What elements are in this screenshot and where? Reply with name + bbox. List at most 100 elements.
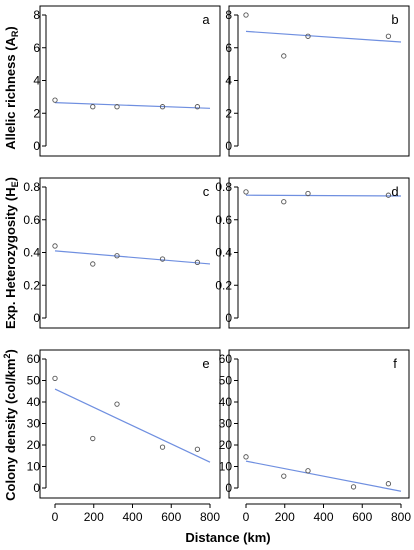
panel-frame — [228, 177, 410, 329]
y-tick-label: 6 — [33, 41, 40, 55]
y-tick-label: 0.2 — [23, 278, 40, 292]
y-tick-label: 0.8 — [215, 180, 232, 194]
y-label-main: Allelic richness (A — [3, 36, 18, 149]
fit-line — [54, 102, 211, 109]
fit-line — [245, 194, 402, 197]
y-tick-label: 4 — [225, 74, 232, 88]
x-axis-label: Distance (km) — [185, 530, 270, 545]
data-point — [52, 97, 58, 103]
y-tick-label: 40 — [219, 395, 233, 409]
data-point — [281, 53, 287, 59]
panel-letter: b — [391, 12, 398, 27]
data-point — [385, 192, 392, 198]
y-tick-label: 4 — [33, 74, 40, 88]
y-tick-label: 6 — [225, 41, 232, 55]
panel-letter: e — [202, 356, 209, 371]
data-point — [52, 243, 58, 249]
y-tick-label: 10 — [27, 460, 41, 474]
y-tick-label: 0 — [33, 311, 40, 325]
y-label-main: Colony density (col/km — [3, 359, 18, 501]
data-point — [114, 401, 120, 407]
y-axis-labels: Allelic richness (AR)Exp. Heterozygosity… — [2, 26, 20, 501]
y-tick-label: 8 — [33, 8, 40, 22]
y-label-main: Exp. Heterozygosity (H — [3, 187, 18, 329]
y-label-tail: ) — [3, 26, 18, 30]
fit-line — [54, 250, 211, 265]
y-tick-label: 20 — [27, 438, 41, 452]
y-tick-label: 20 — [219, 438, 233, 452]
y-tick-label: 60 — [219, 352, 233, 366]
y-tick-label: 30 — [219, 417, 233, 431]
panel-d: 0 0.2 0.4 0.6 0.8 d — [215, 177, 410, 329]
fit-line — [54, 388, 211, 463]
panel-b: 0 2 4 6 8 b — [225, 5, 410, 157]
panel-letter: f — [393, 356, 397, 371]
panel-frame — [39, 349, 221, 499]
y-tick-label: 0.4 — [215, 246, 232, 260]
data-point — [305, 33, 311, 39]
data-point — [52, 375, 58, 381]
data-point — [90, 435, 96, 442]
data-point — [305, 468, 311, 474]
y-tick-label: 2 — [225, 106, 232, 120]
panel-frame — [228, 349, 410, 499]
x-tick-label: 600 — [161, 510, 181, 524]
panel-c: 0 0.2 0.4 0.6 0.8 c — [23, 177, 221, 329]
y-label-subscript: R — [10, 30, 20, 37]
y-tick-label: 0 — [33, 481, 40, 495]
data-point — [281, 199, 287, 205]
data-point — [243, 12, 249, 18]
y-tick-label: 2 — [33, 106, 40, 120]
panels-group: 0 2 4 6 8 a 0 2 4 6 8 b 0 0.2 0.4 0.6 0.8 c 0 0.2 0.4 0.6 0.8 d… — [23, 5, 411, 524]
data-point — [90, 261, 96, 267]
data-point — [385, 481, 392, 487]
y-tick-label: 50 — [219, 374, 233, 388]
y-tick-label: 8 — [225, 8, 232, 22]
y-axis-label: Exp. Heterozygosity (HE) — [3, 177, 20, 329]
y-axis-label: Allelic richness (AR) — [3, 26, 20, 150]
y-tick-label: 10 — [219, 460, 233, 474]
panel-frame — [39, 5, 221, 157]
data-point — [159, 256, 166, 262]
x-tick-label: 400 — [313, 510, 333, 524]
data-point — [194, 104, 201, 110]
y-tick-label: 0.4 — [23, 246, 40, 260]
y-label-tail: ) — [3, 177, 18, 181]
y-tick-label: 0 — [225, 139, 232, 153]
panel-frame — [39, 177, 221, 329]
y-tick-label: 0 — [225, 481, 232, 495]
y-axis-label: Colony density (col/km2) — [2, 349, 18, 501]
y-tick-label: 60 — [27, 352, 41, 366]
data-point — [305, 190, 311, 197]
y-label-subscript: E — [10, 181, 20, 187]
data-point — [90, 104, 96, 110]
data-point — [350, 484, 357, 490]
x-tick-label: 400 — [122, 510, 142, 524]
data-point — [243, 189, 249, 195]
data-point — [159, 444, 166, 450]
data-point — [114, 253, 120, 259]
y-tick-label: 0.6 — [215, 213, 232, 227]
y-tick-label: 30 — [27, 417, 41, 431]
panel-letter: a — [202, 12, 210, 27]
x-tick-label: 0 — [243, 510, 250, 524]
data-point — [194, 446, 201, 452]
y-tick-label: 50 — [27, 374, 41, 388]
y-tick-label: 0.6 — [23, 213, 40, 227]
data-point — [114, 104, 120, 110]
x-tick-label: 0 — [52, 510, 59, 524]
x-tick-label: 800 — [200, 510, 220, 524]
x-tick-label: 800 — [391, 510, 411, 524]
x-tick-label: 200 — [84, 510, 104, 524]
y-tick-label: 40 — [27, 395, 41, 409]
x-tick-label: 200 — [275, 510, 295, 524]
y-tick-label: 0 — [225, 311, 232, 325]
data-point — [281, 473, 287, 479]
data-point — [194, 259, 201, 265]
fit-line — [245, 460, 402, 492]
x-tick-label: 600 — [352, 510, 372, 524]
y-label-tail: ) — [3, 349, 18, 353]
